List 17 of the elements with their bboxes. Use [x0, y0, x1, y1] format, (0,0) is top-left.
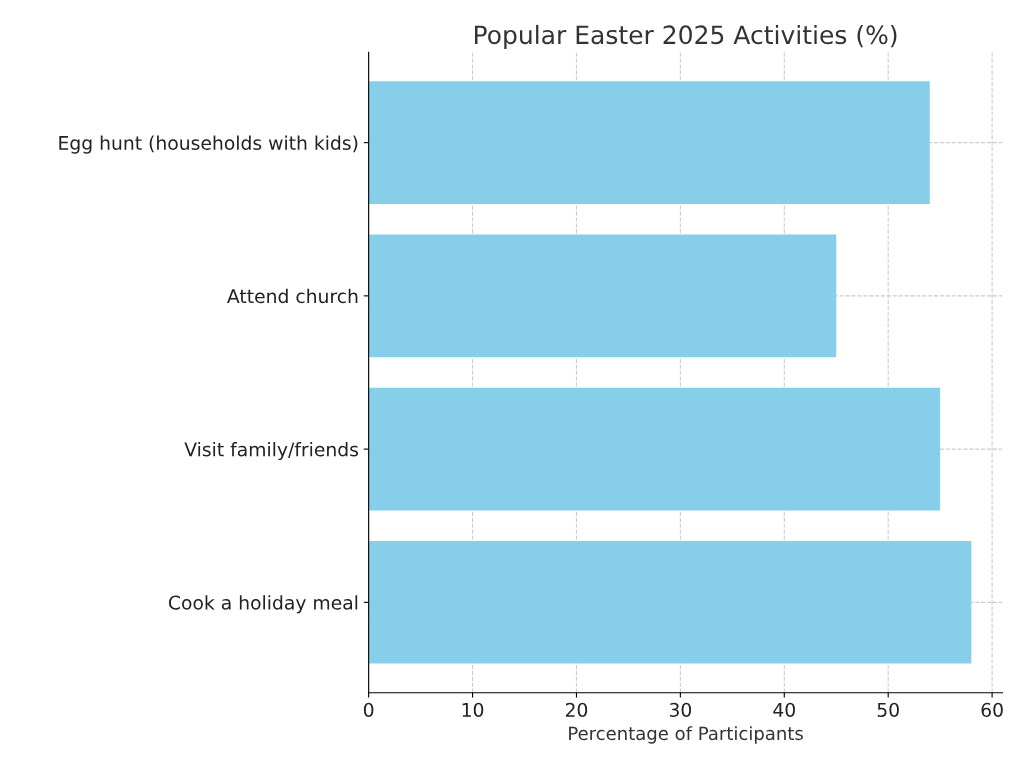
x-tick-label: 0: [363, 702, 374, 717]
y-tick-label: Egg hunt (households with kids): [59, 135, 358, 154]
y-tick-label: Attend church: [227, 288, 358, 304]
bar: [368, 541, 972, 664]
x-tick-label: 40: [773, 702, 795, 717]
bar: [368, 387, 941, 511]
x-axis-title: Percentage of Participants: [569, 726, 803, 744]
x-tick-label: 50: [877, 702, 899, 717]
bar: [368, 81, 930, 204]
y-tick-label: Cook a holiday meal: [168, 595, 358, 614]
bar: [368, 234, 837, 358]
x-tick-label: 30: [669, 702, 692, 717]
x-tick-label: 60: [981, 702, 1003, 717]
x-tick-label: 10: [462, 702, 484, 717]
y-tick-label: Visit family/friends: [184, 441, 359, 461]
x-tick-label: 20: [565, 702, 588, 717]
chart-title: Popular Easter 2025 Activities (%): [475, 24, 897, 50]
